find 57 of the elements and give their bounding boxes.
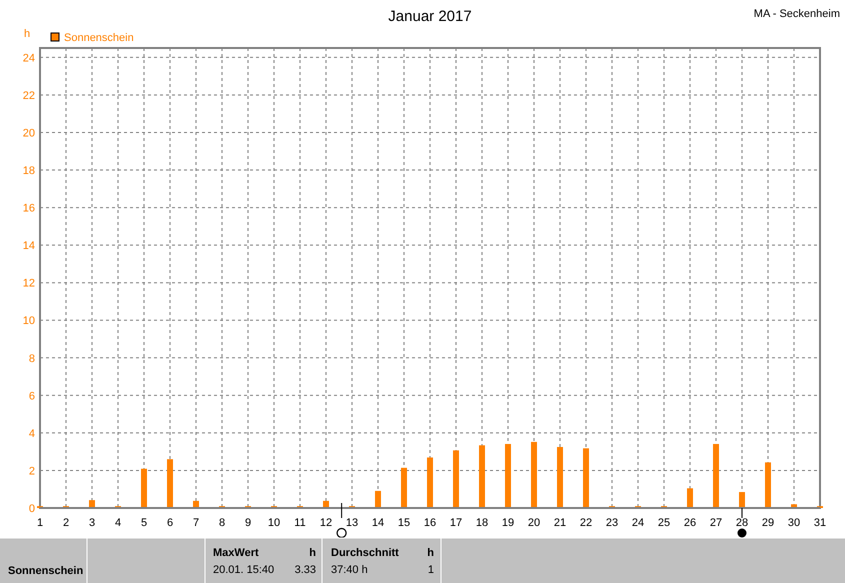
y-tick-label: 8 <box>28 352 35 365</box>
x-tick-label: 26 <box>684 517 696 529</box>
y-tick-label: 12 <box>22 278 35 290</box>
text: 3.33 <box>294 564 316 576</box>
y-tick-label: 22 <box>22 90 35 102</box>
x-tick-label: 13 <box>346 517 358 529</box>
x-tick-label: 9 <box>244 517 252 529</box>
y-tick-label: 24 <box>22 52 35 64</box>
x-tick-label: 24 <box>632 517 644 529</box>
y-tick-label: 16 <box>22 202 35 215</box>
x-tick-label: 8 <box>218 517 226 529</box>
x-tick-label: 28 <box>736 517 748 529</box>
text: MaxWert <box>213 547 259 559</box>
legend-label: Sonnenschein <box>64 32 134 44</box>
x-tick-label: 2 <box>62 517 70 529</box>
y-tick-label: 4 <box>28 428 35 440</box>
chart-title: Januar 2017 <box>388 8 472 25</box>
y-tick-label: 20 <box>22 127 35 140</box>
x-tick-label: 5 <box>140 517 148 529</box>
text: h <box>309 547 316 559</box>
text: 1 <box>428 564 434 576</box>
x-tick-label: 11 <box>294 517 306 529</box>
x-tick-label: 22 <box>580 517 592 529</box>
x-tick-label: 18 <box>476 517 488 529</box>
text: Sonnenschein <box>8 565 84 577</box>
text: 37:40 h <box>331 564 368 576</box>
y-tick-label: 2 <box>28 465 35 478</box>
y-tick-label: 0 <box>28 503 35 515</box>
y-tick-label: 10 <box>22 315 35 328</box>
y-axis-title: h <box>24 28 30 40</box>
chart-subtitle: MA - Seckenheim <box>754 8 840 20</box>
x-tick-label: 14 <box>372 517 384 529</box>
x-tick-label: 3 <box>88 517 96 529</box>
x-tick-label: 16 <box>424 517 436 529</box>
x-tick-label: 12 <box>320 517 332 529</box>
x-tick-label: 15 <box>398 517 410 529</box>
x-tick-label: 17 <box>450 517 462 529</box>
x-tick-label: 1 <box>36 517 44 529</box>
x-tick-label: 4 <box>114 517 122 529</box>
text: 20.01. 15:40 <box>213 564 274 576</box>
x-tick-label: 27 <box>710 517 722 529</box>
x-tick-label: 31 <box>814 517 826 529</box>
text: h <box>427 547 434 559</box>
x-tick-label: 23 <box>606 517 618 529</box>
x-tick-label: 6 <box>166 517 174 529</box>
x-tick-label: 25 <box>658 517 670 529</box>
x-tick-label: 19 <box>502 517 514 529</box>
x-tick-label: 20 <box>528 517 540 529</box>
x-tick-label: 10 <box>268 517 280 529</box>
y-tick-label: 14 <box>22 240 35 252</box>
y-tick-label: 6 <box>28 390 35 402</box>
x-tick-label: 7 <box>192 517 200 529</box>
y-tick-label: 18 <box>22 165 35 178</box>
x-tick-label: 30 <box>788 517 800 529</box>
x-tick-label: 29 <box>762 517 774 529</box>
text: Durchschnitt <box>331 547 400 559</box>
x-tick-label: 21 <box>554 517 566 529</box>
